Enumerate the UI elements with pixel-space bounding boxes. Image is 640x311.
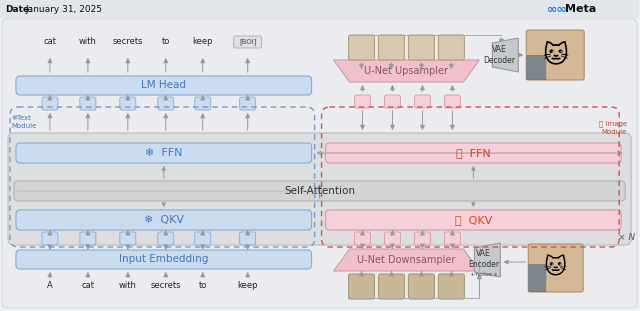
Text: VAE
Encoder: VAE Encoder — [468, 249, 499, 269]
FancyBboxPatch shape — [378, 274, 404, 299]
Text: Meta: Meta — [565, 4, 596, 14]
Text: ❄  QKV: ❄ QKV — [144, 215, 184, 225]
FancyBboxPatch shape — [0, 0, 639, 18]
Polygon shape — [474, 243, 500, 277]
FancyBboxPatch shape — [14, 181, 625, 201]
FancyBboxPatch shape — [385, 95, 401, 108]
Text: VAE
Decoder: VAE Decoder — [483, 45, 515, 65]
Text: U-Net Downsampler: U-Net Downsampler — [357, 255, 456, 265]
FancyBboxPatch shape — [234, 36, 262, 48]
FancyBboxPatch shape — [438, 35, 465, 60]
Text: +noise ε: +noise ε — [470, 272, 497, 276]
Text: 🔥  FFN: 🔥 FFN — [456, 148, 491, 158]
Text: keep: keep — [193, 36, 213, 45]
Text: ❄Text
Module: ❄Text Module — [11, 115, 36, 129]
FancyBboxPatch shape — [349, 35, 374, 60]
Text: keep: keep — [237, 281, 258, 290]
FancyBboxPatch shape — [158, 232, 174, 245]
FancyBboxPatch shape — [8, 133, 631, 245]
FancyBboxPatch shape — [528, 264, 547, 292]
Text: 🔥 Image
Module: 🔥 Image Module — [599, 121, 627, 135]
Text: [BOI]: [BOI] — [239, 39, 257, 45]
FancyBboxPatch shape — [355, 95, 371, 108]
FancyBboxPatch shape — [444, 232, 460, 245]
Polygon shape — [333, 249, 479, 271]
Text: with: with — [79, 36, 97, 45]
FancyBboxPatch shape — [80, 97, 96, 110]
FancyBboxPatch shape — [385, 232, 401, 245]
Text: to: to — [198, 281, 207, 290]
FancyBboxPatch shape — [80, 232, 96, 245]
FancyBboxPatch shape — [120, 232, 136, 245]
Text: × N: × N — [618, 233, 636, 242]
FancyBboxPatch shape — [415, 232, 431, 245]
Text: ∞∞: ∞∞ — [547, 2, 568, 16]
Text: cat: cat — [81, 281, 94, 290]
Text: January 31, 2025: January 31, 2025 — [26, 4, 103, 13]
FancyBboxPatch shape — [158, 97, 174, 110]
Text: Input Embedding: Input Embedding — [119, 254, 209, 264]
FancyBboxPatch shape — [438, 274, 465, 299]
FancyBboxPatch shape — [526, 55, 547, 80]
Text: LM Head: LM Head — [141, 81, 186, 91]
FancyBboxPatch shape — [120, 97, 136, 110]
FancyBboxPatch shape — [378, 35, 404, 60]
Text: secrets: secrets — [150, 281, 181, 290]
FancyBboxPatch shape — [526, 30, 584, 80]
FancyBboxPatch shape — [195, 97, 211, 110]
Text: 🐱: 🐱 — [543, 258, 567, 279]
FancyBboxPatch shape — [42, 97, 58, 110]
FancyBboxPatch shape — [16, 143, 312, 163]
FancyBboxPatch shape — [240, 232, 255, 245]
FancyBboxPatch shape — [42, 232, 58, 245]
FancyBboxPatch shape — [408, 274, 435, 299]
Text: 🐱: 🐱 — [542, 43, 568, 67]
FancyBboxPatch shape — [2, 19, 637, 308]
Text: with: with — [119, 281, 137, 290]
FancyBboxPatch shape — [16, 76, 312, 95]
Text: cat: cat — [44, 36, 56, 45]
FancyBboxPatch shape — [16, 250, 312, 269]
Text: to: to — [161, 36, 170, 45]
FancyBboxPatch shape — [16, 210, 312, 230]
FancyBboxPatch shape — [444, 95, 460, 108]
FancyBboxPatch shape — [326, 210, 621, 230]
FancyBboxPatch shape — [240, 97, 255, 110]
Text: Self-Attention: Self-Attention — [284, 186, 355, 196]
Text: 🔥  QKV: 🔥 QKV — [455, 215, 492, 225]
Text: A: A — [47, 281, 53, 290]
Text: U-Net Upsampler: U-Net Upsampler — [364, 66, 449, 76]
FancyBboxPatch shape — [528, 244, 583, 292]
FancyBboxPatch shape — [326, 143, 621, 163]
FancyBboxPatch shape — [195, 232, 211, 245]
Polygon shape — [333, 60, 479, 82]
Text: ❄  FFN: ❄ FFN — [145, 148, 182, 158]
Polygon shape — [492, 38, 518, 72]
FancyBboxPatch shape — [355, 232, 371, 245]
Text: Date:: Date: — [5, 4, 33, 13]
FancyBboxPatch shape — [408, 35, 435, 60]
FancyBboxPatch shape — [415, 95, 431, 108]
Text: secrets: secrets — [113, 36, 143, 45]
FancyBboxPatch shape — [349, 274, 374, 299]
